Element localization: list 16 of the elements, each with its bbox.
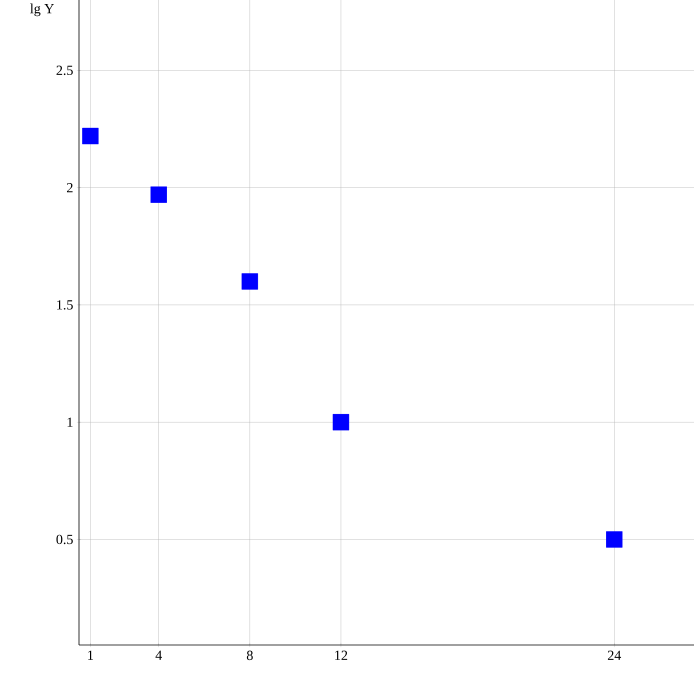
y-tick-label: 2.5 (56, 66, 73, 76)
x-tick-label: 1 (88, 650, 94, 660)
y-tick-label: 2 (66, 183, 73, 192)
y-axis-title: lg Y (30, 4, 54, 16)
point (150, 186, 167, 203)
x-tick-label: 8 (246, 650, 253, 660)
x-tick-label: 12 (335, 650, 348, 660)
x-tick-label: 24 (608, 650, 622, 660)
point (242, 273, 258, 290)
point (606, 531, 622, 548)
y-tick-label: 1 (68, 418, 73, 427)
y-tick-label: 1.5 (57, 300, 73, 310)
y-tick-label: 0.5 (56, 534, 73, 544)
point (332, 414, 350, 430)
x-tick-label: 4 (156, 650, 162, 660)
point (82, 128, 99, 144)
